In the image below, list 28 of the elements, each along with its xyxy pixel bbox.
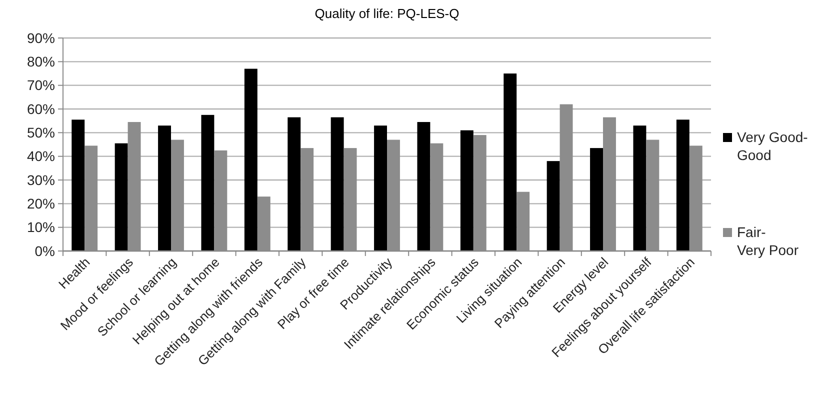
bar <box>504 74 517 251</box>
bar <box>676 120 690 251</box>
chart-title: Quality of life: PQ-LES-Q <box>314 6 460 21</box>
bar <box>158 126 171 251</box>
y-tick-label: 60% <box>26 100 55 117</box>
bar <box>546 161 560 251</box>
y-tick-label: 10% <box>26 219 55 236</box>
bar <box>374 126 387 251</box>
y-tick-label: 90% <box>26 30 55 46</box>
bar <box>330 117 344 251</box>
bar <box>417 122 430 251</box>
y-tick-label: 70% <box>26 77 55 94</box>
legend-label: Fair-Very Poor <box>737 224 799 258</box>
y-tick-label: 50% <box>26 124 55 141</box>
legend-label: Very Good-Good <box>737 129 808 163</box>
bar <box>244 68 258 251</box>
y-tick-label: 80% <box>26 54 55 70</box>
bar <box>201 114 214 251</box>
y-tick-label: 30% <box>26 172 55 188</box>
y-tick-label: 20% <box>26 196 55 212</box>
bar <box>590 148 603 251</box>
bar <box>114 143 128 251</box>
y-tick-label: 40% <box>26 148 55 164</box>
bar <box>72 120 85 251</box>
bar <box>460 130 474 251</box>
bar <box>288 117 301 251</box>
bar <box>633 126 646 251</box>
y-tick-label: 0% <box>34 242 55 259</box>
